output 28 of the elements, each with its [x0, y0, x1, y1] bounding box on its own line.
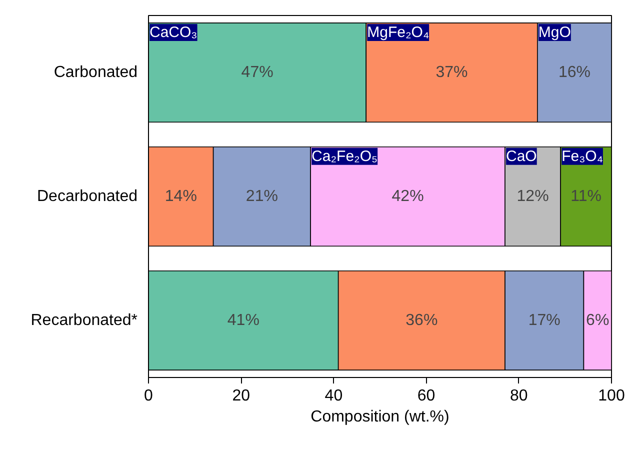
series-label: MgO [538, 24, 571, 41]
data-label: 16% [558, 64, 590, 82]
series-label: CaCO₃ [150, 24, 198, 41]
data-label: 17% [528, 312, 560, 329]
data-label: 47% [241, 64, 274, 82]
data-label: 37% [436, 64, 468, 82]
data-label: 14% [164, 188, 197, 205]
data-label: 42% [392, 188, 424, 205]
series-label: CaO [506, 148, 537, 165]
data-label: 11% [570, 188, 602, 205]
x-tick-label: 40 [324, 388, 343, 404]
x-tick-label: 20 [232, 388, 250, 404]
x-tick-label: 80 [510, 388, 528, 404]
y-tick-label: Carbonated [54, 64, 138, 82]
series-label: Fe₃O₄ [562, 148, 603, 165]
data-label: 41% [227, 312, 260, 329]
series-label: Ca₂Fe₂O₅ [312, 148, 378, 165]
x-tick-label: 100 [598, 388, 625, 404]
x-tick-label: 0 [144, 388, 154, 404]
data-label: 36% [406, 312, 438, 329]
y-tick-label: Recarbonated* [30, 312, 138, 329]
y-tick-label: Decarbonated [36, 188, 138, 205]
data-label: 12% [516, 188, 549, 205]
data-label: 21% [246, 188, 278, 205]
x-tick-label: 60 [417, 388, 436, 404]
series-label: MgFe₂O₄ [367, 24, 430, 41]
data-label: 6% [586, 312, 610, 329]
x-axis-title: Composition (wt.%) [310, 408, 450, 426]
